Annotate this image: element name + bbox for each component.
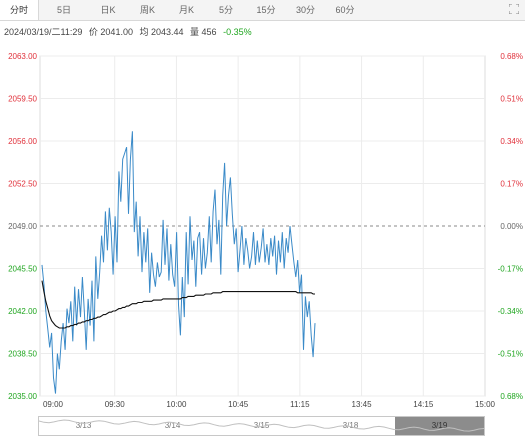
y-tick-label-left: 2056.00 [8, 137, 37, 146]
y-tick-label-left: 2063.00 [8, 52, 37, 61]
x-tick-label: 15:00 [475, 400, 496, 409]
quote-datetime: 2024/03/19/二11:29 [4, 27, 83, 37]
x-tick-label: 09:30 [105, 400, 126, 409]
chart-period-tabs: 分时 5日 日K 周K 月K 5分 15分 30分 60分 [0, 0, 525, 21]
y-tick-label-right: 0.68% [500, 52, 523, 61]
y-tick-label-right: 0.68% [500, 392, 523, 401]
tab-1[interactable]: 5日 [56, 5, 71, 15]
x-tick-label: 11:15 [290, 400, 310, 409]
navigator-day-2[interactable]: 3/15 [253, 421, 270, 430]
quote-volume: 量 456 [190, 27, 217, 37]
x-tick-label: 10:45 [228, 400, 249, 409]
y-tick-label-right: -0.17% [498, 265, 523, 274]
x-tick-label: 09:00 [43, 400, 64, 409]
x-tick-label: 14:15 [413, 400, 434, 409]
y-tick-label-left: 2049.00 [8, 222, 37, 231]
quote-info-bar: 2024/03/19/二11:29 价 2041.00 均 2043.44 量 … [4, 25, 256, 38]
quote-price: 价 2041.00 [88, 27, 133, 37]
tab-4[interactable]: 月K [178, 5, 194, 15]
y-tick-label-right: 0.34% [500, 137, 523, 146]
y-tick-label-left: 2059.50 [8, 95, 37, 104]
tab-2[interactable]: 日K [100, 5, 116, 15]
y-tick-label-right: -0.34% [498, 307, 523, 316]
y-tick-label-right: 0.17% [500, 180, 523, 189]
quote-average: 均 2043.44 [139, 27, 184, 37]
day-navigator[interactable]: 3/13 3/14 3/15 3/18 3/19 [38, 416, 485, 436]
navigator-sparkline [39, 419, 484, 432]
y-tick-label-left: 2045.50 [8, 265, 37, 274]
tab-7[interactable]: 30分 [295, 5, 315, 15]
x-tick-label: 13:45 [352, 400, 373, 409]
tab-0[interactable]: 分时 [0, 0, 39, 20]
y-tick-label-right: 0.51% [500, 95, 523, 104]
average-line [41, 280, 315, 329]
y-tick-label-left: 2052.50 [8, 180, 37, 189]
y-tick-label-left: 2042.00 [8, 307, 37, 316]
tab-8[interactable]: 60分 [335, 5, 355, 15]
quote-change: -0.35% [223, 27, 252, 37]
navigator-line [39, 419, 484, 432]
navigator-day-3[interactable]: 3/18 [342, 421, 359, 430]
y-tick-label-right: -0.51% [498, 350, 523, 359]
y-tick-label-left: 2038.50 [8, 350, 37, 359]
tab-5[interactable]: 5分 [218, 5, 233, 15]
navigator-day-0[interactable]: 3/13 [75, 421, 92, 430]
x-tick-label: 10:00 [166, 400, 187, 409]
y-tick-label-left: 2035.00 [8, 392, 37, 401]
tab-3[interactable]: 周K [139, 5, 155, 15]
tab-6[interactable]: 15分 [256, 5, 276, 15]
price-line [41, 131, 316, 394]
navigator-day-1[interactable]: 3/14 [164, 421, 181, 430]
y-tick-label-right: 0.00% [500, 222, 523, 231]
